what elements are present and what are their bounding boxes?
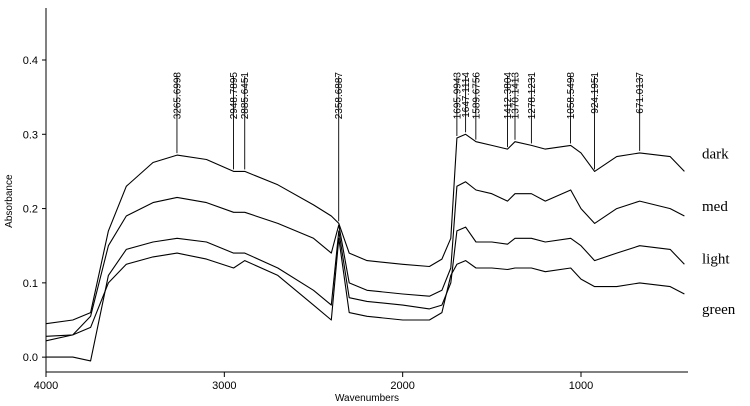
peak-label: 924.1951 xyxy=(590,72,601,114)
series-label-dark: dark xyxy=(702,146,729,162)
peak-label: 1058.5498 xyxy=(566,72,577,120)
y-axis-title: Absorbance xyxy=(4,174,15,228)
series-label-med: med xyxy=(702,199,728,215)
y-tick-label: 0.0 xyxy=(23,352,38,364)
peak-label: 671.0137 xyxy=(635,72,646,114)
series-line-dark xyxy=(45,133,685,325)
series-label-light: light xyxy=(702,251,730,267)
peak-label: 2948.7895 xyxy=(229,72,240,120)
series-line-med xyxy=(45,181,685,342)
y-tick-label: 0.1 xyxy=(23,278,38,290)
spectra-series xyxy=(45,133,685,362)
x-tick-label: 2000 xyxy=(390,380,414,392)
peak-label: 1370.1413 xyxy=(510,72,521,120)
peak-label: 1278.1231 xyxy=(527,72,538,120)
y-tick-label: 0.4 xyxy=(23,55,38,67)
peak-label: 1412.3804 xyxy=(503,72,514,120)
peak-label: 1695.9943 xyxy=(452,72,463,120)
series-line-light xyxy=(46,226,685,362)
y-tick-label: 0.3 xyxy=(23,129,38,141)
chart-axes: 0.0 0.1 0.2 0.3 0.4 4000 3000 2000 1000 Wavenumbe… xyxy=(4,8,688,404)
y-tick-label: 0.2 xyxy=(23,204,38,216)
x-axis-title: Wavenumbers xyxy=(335,393,399,404)
peak-annotations: 3265.6998 2948.7895 2885.6451 2358.6887 1695… xyxy=(172,72,646,222)
x-tick-label: 4000 xyxy=(34,380,58,392)
peak-label: 2358.6887 xyxy=(334,72,345,120)
x-tick-label: 3000 xyxy=(212,380,236,392)
peak-label: 1647.1114 xyxy=(461,72,472,118)
x-tick-label: 1000 xyxy=(569,380,593,392)
series-line-green xyxy=(45,237,685,337)
series-labels: dark med light green xyxy=(702,146,736,318)
series-label-green: green xyxy=(702,302,736,318)
peak-label: 1589.6756 xyxy=(471,72,482,120)
peak-label: 2885.6451 xyxy=(240,72,251,120)
peak-label: 3265.6998 xyxy=(172,72,183,120)
